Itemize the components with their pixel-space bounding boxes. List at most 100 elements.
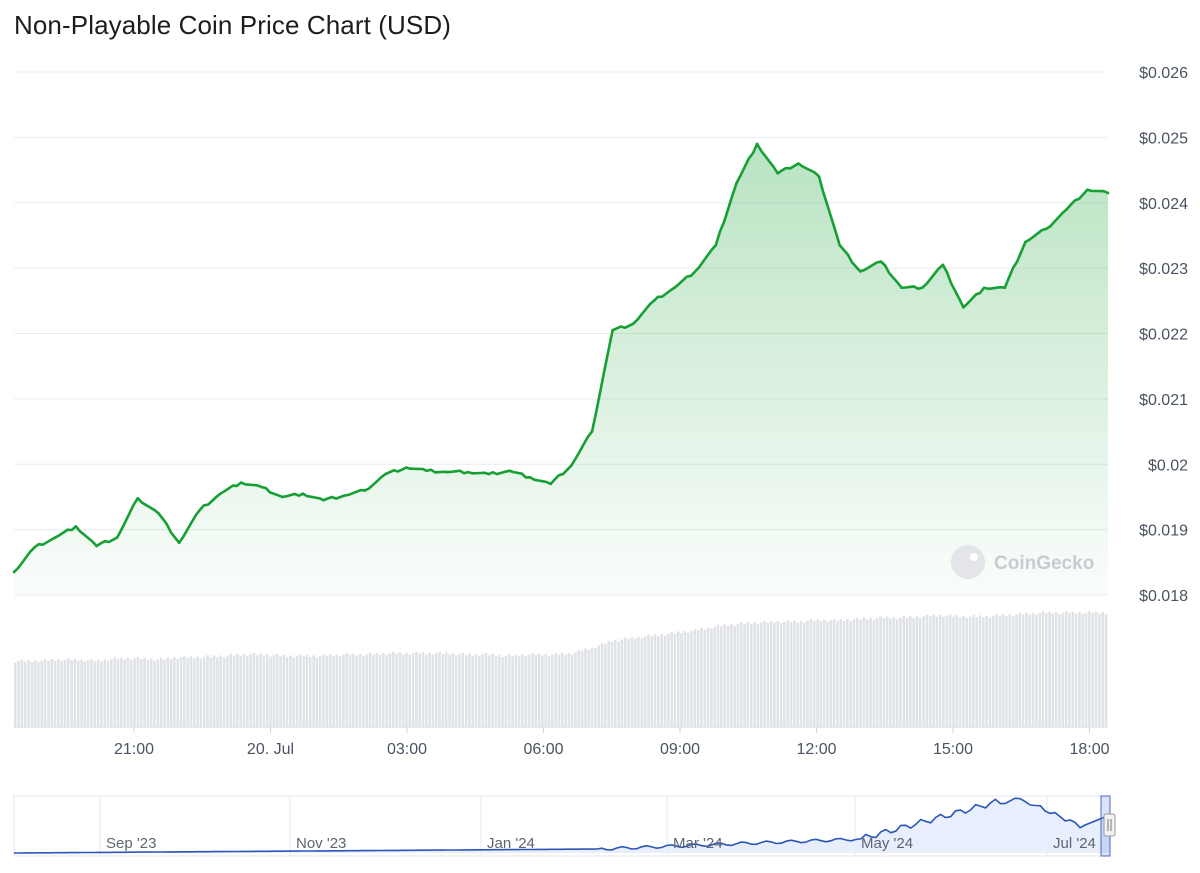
volume-bar [249, 654, 252, 727]
volume-bar [620, 639, 624, 727]
volume-bar [47, 660, 50, 727]
volume-bar [120, 657, 123, 727]
volume-bar [435, 653, 438, 727]
volume-bar [683, 631, 687, 727]
volume-bar [484, 653, 488, 727]
volume-bar [464, 655, 468, 727]
volume-bar [411, 653, 415, 727]
volume-bar [667, 633, 670, 727]
volume-bar [40, 660, 44, 727]
volume-bar [577, 649, 581, 727]
navigator-handle[interactable] [1103, 813, 1116, 837]
volume-bar [919, 618, 922, 727]
volume-bar [388, 653, 392, 727]
price-point [12, 570, 16, 574]
volume-bar [759, 622, 763, 727]
volume-bar [1015, 614, 1018, 727]
volume-bar [832, 618, 836, 727]
volume-bars [14, 611, 1108, 727]
volume-bar [130, 659, 133, 727]
volume-bar [912, 618, 915, 727]
volume-bar [889, 618, 892, 727]
price-point [1024, 240, 1027, 244]
volume-bar [822, 619, 826, 727]
coingecko-watermark: CoinGecko [951, 545, 1094, 579]
volume-bar [862, 617, 866, 727]
volume-bar [219, 655, 223, 727]
price-point [693, 270, 697, 273]
volume-bar [1018, 612, 1022, 727]
volume-bar [670, 631, 673, 727]
volume-bar [633, 638, 637, 727]
volume-bar [1001, 614, 1005, 727]
price-point [487, 472, 491, 476]
volume-bar [468, 653, 471, 727]
volume-bar [879, 616, 882, 727]
volume-bar [106, 661, 110, 727]
volume-bar [345, 653, 349, 727]
volume-bar [299, 654, 302, 727]
volume-bar [269, 656, 272, 727]
volume-bar [448, 654, 451, 727]
volume-bar [179, 657, 183, 727]
volume-bar [872, 619, 876, 727]
navigator[interactable]: Sep '23 Nov '23 Jan '24 Mar '24 May '24 Jul '… [13, 795, 1116, 857]
volume-bar [544, 654, 547, 727]
x-tick-label: 09:00 [660, 741, 700, 758]
volume-bar [610, 641, 614, 727]
volume-bar [590, 647, 594, 727]
volume-bar [372, 654, 375, 727]
volume-bar [193, 658, 196, 727]
volume-bar [418, 653, 421, 727]
volume-bar [929, 616, 932, 727]
volume-bar [77, 660, 80, 727]
price-point [136, 496, 140, 500]
volume-bar [60, 661, 63, 727]
price-point [590, 430, 594, 433]
volume-bar [86, 660, 90, 727]
volume-bar [113, 657, 117, 727]
volume-bar [796, 622, 799, 727]
price-point [53, 536, 57, 539]
volume-bar [511, 656, 514, 727]
x-tick-label: 18:00 [1069, 741, 1109, 758]
volume-bar [295, 655, 299, 727]
volume-bar [398, 652, 402, 727]
volume-bar [471, 655, 475, 727]
volume-bar [716, 624, 720, 727]
volume-bar [723, 624, 726, 727]
volume-bar [279, 656, 282, 727]
volume-bar [985, 615, 988, 727]
volume-bar [713, 626, 717, 727]
volume-bar [915, 616, 919, 727]
volume-bar [1088, 611, 1091, 727]
volume-bar [938, 614, 942, 727]
volume-bar [488, 655, 491, 727]
price-point [1065, 207, 1069, 211]
volume-bar [763, 620, 766, 727]
volume-bar [1074, 613, 1078, 727]
volume-bar [776, 621, 780, 727]
volume-bar [988, 617, 992, 727]
x-tick-label: 20. Jul [247, 741, 294, 758]
volume-bar [325, 656, 329, 727]
volume-bar [302, 656, 305, 727]
volume-bar [537, 653, 541, 727]
volume-bar [186, 657, 189, 727]
price-point [1106, 191, 1110, 195]
volume-bar [726, 626, 730, 727]
volume-bar [779, 623, 783, 727]
price-point [549, 482, 552, 486]
volume-bar [948, 614, 952, 727]
volume-bar [1084, 612, 1088, 727]
volume-bar [338, 656, 342, 727]
volume-bar [292, 657, 296, 727]
volume-bar [607, 640, 610, 727]
volume-bar [375, 652, 378, 727]
volume-bar [524, 656, 528, 727]
volume-bar [14, 662, 17, 727]
volume-bar [1098, 613, 1101, 727]
volume-bar [259, 653, 262, 727]
volume-bar [806, 621, 809, 727]
